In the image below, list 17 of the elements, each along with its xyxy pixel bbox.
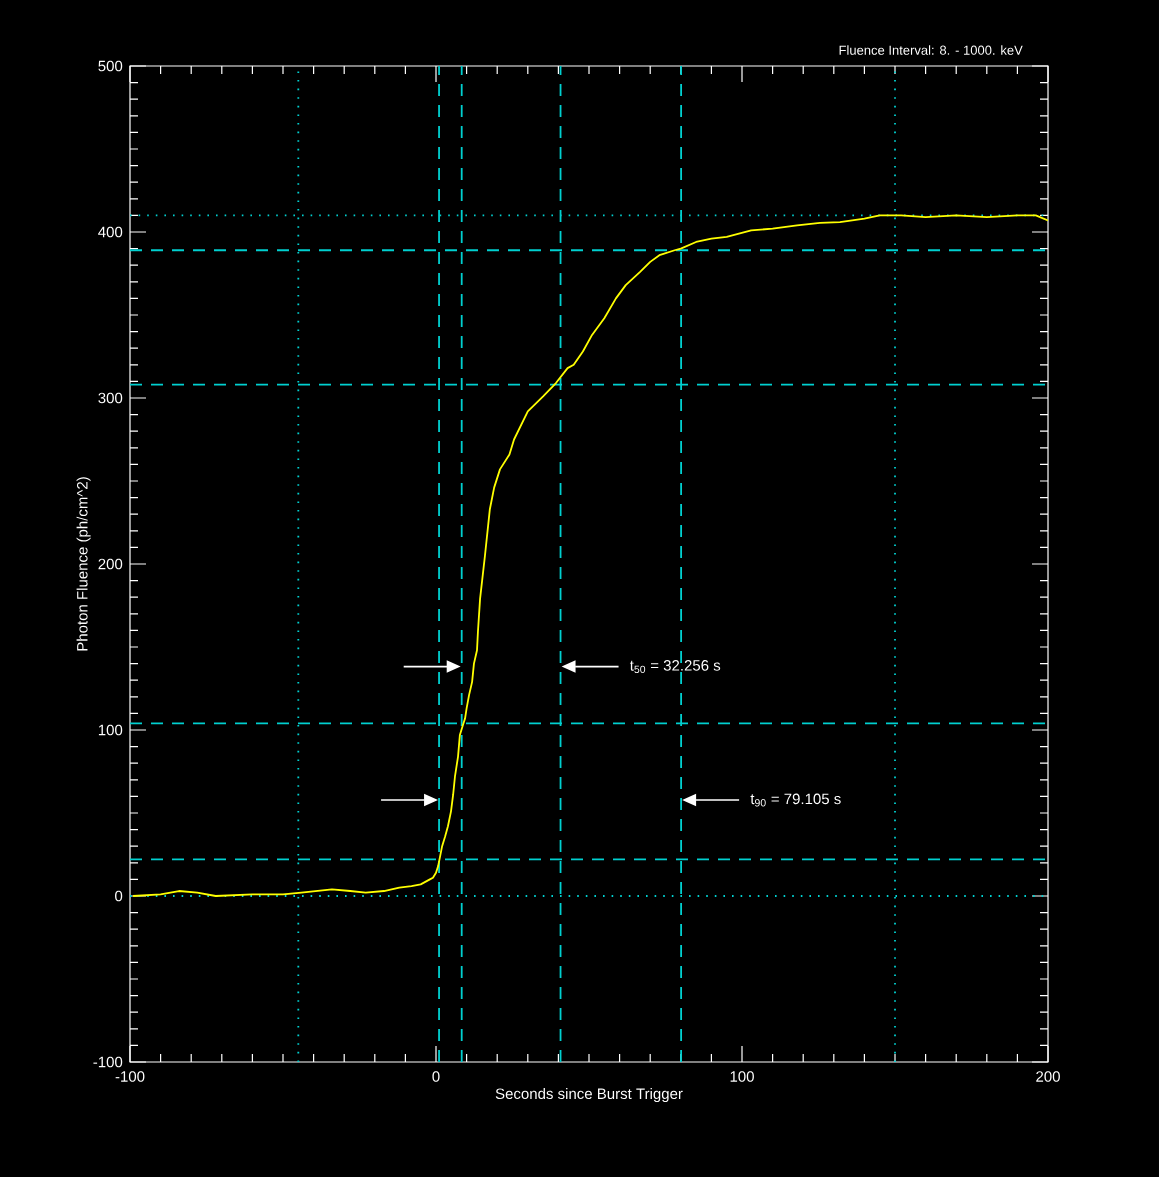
x-tick-label: 100 — [730, 1071, 754, 1082]
y-tick-label: 500 — [98, 60, 123, 72]
annotation: t$_{90}$ = 79.105 s — [750, 793, 841, 807]
y-tick-label: 400 — [98, 226, 123, 238]
y-tick-label: -100 — [93, 1056, 123, 1068]
y-tick-label: 200 — [98, 558, 123, 570]
y-tick-label: 100 — [98, 724, 123, 736]
y-axis-title: Photon Fluence (ph/cm^2) — [76, 477, 91, 651]
line-series — [132, 214, 1049, 897]
y-tick-label: 0 — [115, 890, 123, 902]
chart-title: Fluence Interval: 8. - 1000. keV — [839, 45, 1023, 55]
y-tick-label: 300 — [98, 392, 123, 404]
x-tick-label: 200 — [1036, 1071, 1060, 1082]
annotation: t$_{50}$ = 32.256 s — [629, 660, 721, 674]
x-tick-label: -100 — [115, 1071, 145, 1082]
x-axis-title: Seconds since Burst Trigger — [495, 1088, 683, 1102]
x-tick-label: 0 — [432, 1071, 440, 1082]
